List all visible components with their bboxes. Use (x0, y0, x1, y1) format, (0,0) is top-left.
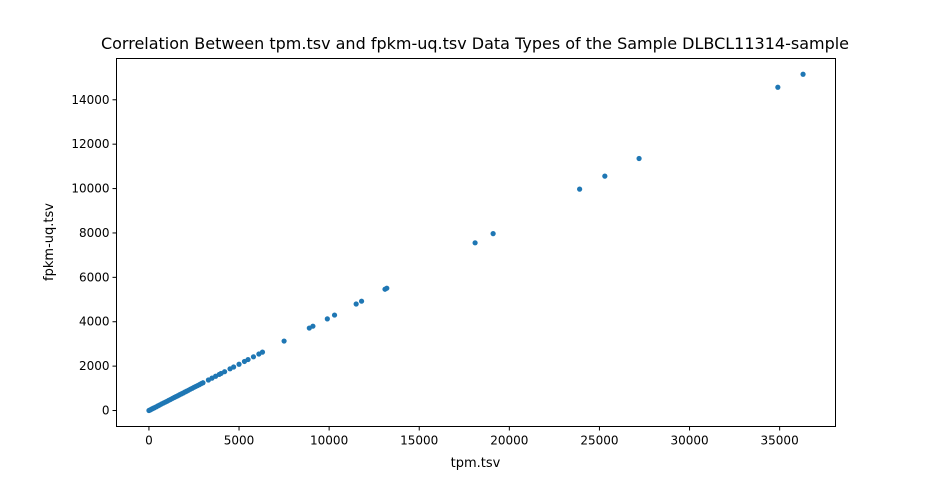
data-point (222, 369, 228, 375)
y-tick-label: 4000 (79, 315, 110, 329)
y-tick-label: 8000 (79, 226, 110, 240)
data-point (775, 84, 781, 90)
data-point (245, 356, 251, 363)
x-axis-ticks: 0 5000 10000 15000 20000 25000 30000 35000 (145, 426, 799, 448)
data-point (353, 301, 359, 307)
data-point (281, 338, 287, 344)
data-point (331, 312, 338, 318)
x-tick-label: 15000 (400, 434, 438, 448)
data-point (236, 361, 242, 367)
data-point (250, 354, 257, 360)
plot-frame (116, 58, 836, 427)
chart-title: Correlation Between tpm.tsv and fpkm-uq.… (101, 34, 849, 53)
x-tick-label: 35000 (761, 434, 799, 448)
y-axis-ticks: 0 2000 4000 6000 8000 10000 12000 14000 (71, 93, 117, 418)
data-point (231, 364, 237, 370)
data-point (577, 186, 583, 192)
y-tick-label: 10000 (71, 182, 109, 196)
x-tick-label: 5000 (224, 434, 255, 448)
data-point (358, 298, 365, 304)
data-point (490, 231, 496, 237)
x-tick-label: 20000 (490, 434, 528, 448)
data-point (472, 240, 478, 246)
data-point (324, 316, 330, 322)
y-axis-label: fpkm-uq.tsv (42, 203, 57, 281)
y-tick-label: 6000 (79, 270, 110, 284)
x-tick-label: 10000 (310, 434, 348, 448)
data-point (800, 71, 806, 77)
data-point (259, 349, 266, 355)
x-axis-label: tpm.tsv (451, 456, 501, 471)
data-point (200, 380, 206, 386)
y-tick-label: 12000 (71, 137, 109, 151)
y-tick-label: 2000 (79, 359, 110, 373)
x-tick-label: 30000 (670, 434, 708, 448)
data-point (384, 285, 390, 291)
data-point (602, 173, 608, 179)
y-tick-label: 14000 (71, 93, 109, 107)
x-tick-label: 25000 (580, 434, 618, 448)
data-point (636, 155, 642, 162)
x-tick-label: 0 (145, 434, 153, 448)
data-point (310, 323, 316, 329)
data-points (146, 71, 806, 414)
y-tick-label: 0 (102, 404, 110, 418)
